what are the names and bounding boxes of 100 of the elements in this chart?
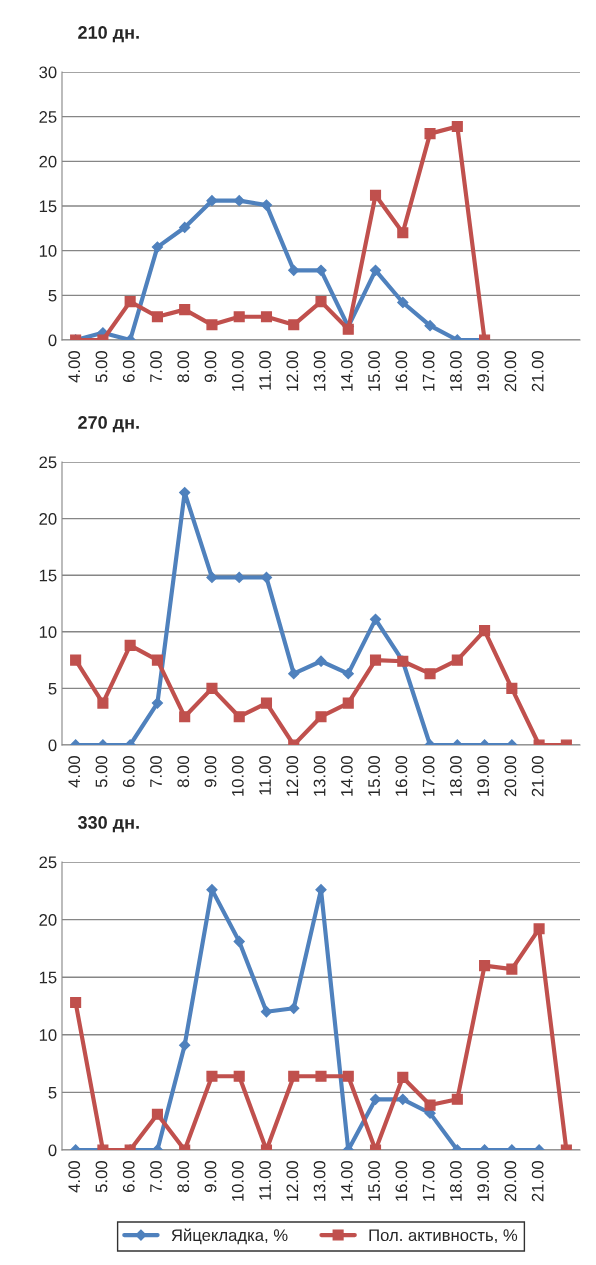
y-tick-label: 25 — [39, 111, 57, 123]
x-tick-label: 12.00 — [286, 1161, 299, 1201]
point — [451, 654, 463, 666]
x-tick-label: 4.00 — [68, 756, 81, 788]
x-tick-label: 13.00 — [313, 1161, 326, 1201]
x-tick-label: 5.00 — [95, 351, 108, 383]
y-tick-label: 10 — [39, 1029, 57, 1041]
point — [206, 319, 218, 331]
y-tick-label: 5 — [48, 682, 57, 695]
x-tick-label: 18.00 — [449, 1161, 462, 1201]
point — [124, 296, 136, 308]
point — [179, 304, 191, 316]
x-tick-label: 7.00 — [150, 756, 162, 787]
point — [424, 1099, 436, 1111]
y-tick-label: 0 — [48, 739, 57, 752]
point — [70, 996, 82, 1009]
y-tick-label: 20 — [39, 155, 57, 168]
x-tick-label: 9.00 — [204, 756, 217, 788]
x-tick-label: 10.00 — [231, 1161, 244, 1201]
point — [179, 1039, 191, 1051]
point — [288, 319, 300, 331]
y-tick-label: 15 — [39, 971, 57, 984]
point — [315, 711, 327, 723]
x-tick-label: 11.00 — [259, 1161, 271, 1200]
point — [479, 960, 491, 972]
point — [315, 264, 327, 276]
y-tick-label: 10 — [39, 245, 57, 257]
x-tick-label: 9.00 — [204, 351, 217, 383]
x-tick-label: 14.00 — [340, 756, 353, 796]
x-tick-label: 18.00 — [449, 351, 462, 391]
x-tick-label: 7.00 — [150, 1161, 162, 1192]
x-tick-label: 16.00 — [395, 1161, 408, 1201]
x-tick-label: 5.00 — [95, 1161, 108, 1193]
point — [260, 697, 273, 709]
x-tick-label: 11.00 — [259, 351, 271, 390]
x-tick-label: 6.00 — [122, 756, 135, 788]
point — [342, 697, 354, 709]
legend-label: Пол. активность, % — [369, 1229, 518, 1244]
x-tick-label: 14.00 — [340, 1161, 353, 1201]
chart-title: 270 дн. — [78, 416, 139, 433]
y-tick-label: 0 — [48, 1144, 57, 1157]
y-tick-label: 5 — [48, 1086, 57, 1099]
x-tick-label: 12.00 — [286, 756, 299, 796]
x-tick-label: 17.00 — [422, 351, 435, 391]
x-tick-label: 21.00 — [531, 756, 544, 797]
x-tick-label: 20.00 — [504, 351, 517, 392]
point — [233, 711, 245, 723]
point — [506, 963, 518, 975]
x-tick-label: 5.00 — [95, 756, 108, 788]
x-tick-label: 10.00 — [231, 756, 244, 796]
x-tick-label: 16.00 — [395, 351, 408, 391]
x-tick-label: 11.00 — [259, 756, 271, 795]
x-tick-label: 9.00 — [204, 1161, 217, 1193]
x-tick-label: 19.00 — [477, 756, 490, 796]
point — [151, 1108, 163, 1120]
point — [369, 613, 382, 625]
point — [397, 227, 409, 239]
x-tick-label: 8.00 — [177, 1161, 190, 1193]
point — [369, 654, 382, 666]
point — [506, 682, 518, 694]
point — [533, 923, 545, 935]
point — [124, 639, 136, 651]
x-tick-label: 15.00 — [368, 1161, 380, 1201]
y-tick-label: 30 — [39, 66, 57, 79]
point — [424, 320, 436, 332]
point — [397, 296, 409, 309]
point — [315, 655, 327, 667]
point — [369, 264, 382, 276]
point — [151, 311, 163, 323]
x-tick-label: 18.00 — [449, 756, 462, 796]
x-tick-label: 16.00 — [395, 756, 408, 796]
point — [424, 128, 436, 140]
point — [206, 682, 218, 694]
x-tick-label: 20.00 — [504, 1161, 517, 1202]
x-tick-label: 19.00 — [477, 1161, 490, 1201]
y-tick-label: 20 — [39, 914, 57, 926]
y-tick-label: 15 — [39, 569, 57, 582]
point — [97, 697, 109, 709]
point — [369, 189, 382, 201]
x-tick-label: 20.00 — [504, 756, 517, 797]
point — [179, 711, 191, 723]
point — [315, 296, 327, 308]
point — [451, 1093, 463, 1105]
x-tick-label: 8.00 — [177, 351, 190, 383]
y-tick-label: 10 — [39, 626, 57, 638]
chart-title: 330 дн. — [77, 816, 139, 833]
y-tick-label: 25 — [39, 856, 57, 869]
point — [288, 668, 300, 680]
x-tick-label: 12.00 — [286, 351, 299, 391]
x-tick-label: 17.00 — [422, 1161, 435, 1201]
x-tick-label: 6.00 — [122, 1161, 135, 1193]
point — [342, 668, 354, 680]
point — [479, 625, 491, 637]
point — [70, 654, 82, 666]
point — [233, 311, 245, 323]
point — [233, 935, 245, 948]
point — [288, 1070, 300, 1082]
y-tick-label: 20 — [39, 513, 57, 525]
x-tick-label: 15.00 — [368, 351, 380, 391]
y-tick-label: 25 — [39, 456, 57, 469]
